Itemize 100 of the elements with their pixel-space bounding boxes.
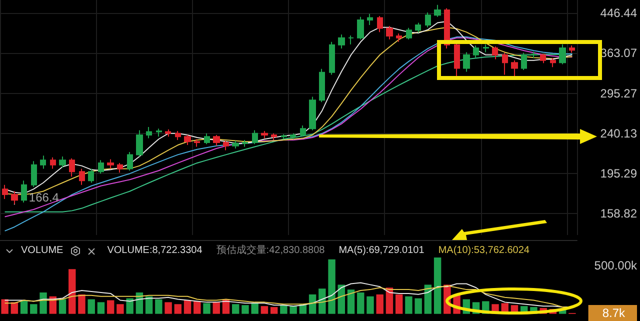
candlestick — [107, 158, 114, 170]
y-tick-label: 363.07 — [600, 46, 638, 60]
bar — [164, 302, 172, 314]
candlestick — [232, 140, 239, 149]
candlestick — [136, 130, 143, 157]
candlestick — [377, 16, 383, 33]
candlestick — [425, 12, 431, 28]
candlestick — [511, 60, 518, 78]
bar — [40, 292, 47, 314]
candlestick — [252, 130, 258, 145]
candlestick — [194, 138, 200, 148]
bar — [357, 292, 364, 314]
bar — [20, 300, 28, 314]
bar — [424, 284, 432, 314]
bar — [376, 294, 384, 314]
bar — [106, 300, 114, 314]
candlestick — [502, 52, 508, 76]
annotation: VOLUME:8,722.3304 — [107, 245, 202, 257]
candlestick — [367, 13, 373, 26]
bar — [251, 303, 258, 314]
bar — [270, 307, 278, 314]
candlestick — [483, 44, 489, 53]
candlestick — [281, 134, 287, 140]
bar — [328, 259, 336, 314]
y-tick-label: 500.00k — [594, 258, 638, 272]
y-tick-label: 8.7k — [602, 306, 626, 320]
text: VOLUME — [21, 245, 64, 257]
candlestick — [521, 52, 527, 70]
y-tick-label: 158.82 — [600, 206, 638, 220]
annotation: MA(5):69,729.0101 — [338, 245, 424, 257]
bar — [260, 306, 268, 314]
candlestick — [156, 128, 162, 138]
candlestick — [271, 132, 277, 140]
candlestick — [21, 180, 27, 203]
y-tick-label: 295.27 — [600, 86, 638, 100]
candlestick — [175, 130, 181, 140]
bar — [145, 296, 153, 314]
candlestick — [357, 16, 364, 40]
candlestick — [146, 126, 152, 139]
bar — [366, 296, 374, 314]
bar — [1, 299, 8, 314]
bar — [155, 299, 162, 314]
candlestick — [184, 134, 191, 146]
bar — [405, 296, 412, 314]
candlestick — [338, 34, 345, 50]
candlestick — [569, 44, 575, 54]
bar — [347, 290, 355, 314]
candlestick — [473, 44, 479, 58]
candlestick — [386, 25, 393, 40]
candlestick — [348, 34, 354, 45]
bar — [126, 298, 134, 314]
bar — [434, 257, 442, 314]
candlestick — [165, 128, 171, 138]
bar — [386, 288, 394, 314]
candlestick — [559, 44, 566, 65]
candlestick — [59, 156, 66, 168]
bar — [318, 288, 326, 314]
candlestick — [223, 140, 229, 151]
y-tick-label: 240.13 — [600, 126, 638, 140]
candlestick — [290, 132, 296, 140]
candlestick — [242, 139, 248, 148]
candlestick — [300, 124, 306, 138]
candlestick — [40, 155, 46, 170]
bar — [88, 299, 95, 314]
candlestick — [319, 68, 325, 103]
y-tick-label: 446.44 — [600, 6, 638, 20]
candlestick — [2, 184, 8, 200]
candlestick — [329, 41, 335, 76]
bar — [116, 304, 124, 314]
annotation: 166.4 — [28, 190, 60, 204]
candlestick — [550, 58, 556, 68]
bar — [194, 301, 201, 314]
candlestick — [127, 152, 133, 172]
candlestick — [406, 27, 412, 40]
bar — [68, 269, 76, 314]
bar — [414, 298, 422, 314]
bar — [174, 304, 182, 314]
bar — [338, 284, 345, 314]
candlestick — [31, 160, 37, 188]
bar — [395, 294, 403, 314]
candlestick — [463, 52, 470, 72]
annotation: 预估成交量:42,830.8808 — [216, 245, 325, 257]
bar — [280, 305, 288, 314]
candlestick — [492, 46, 498, 60]
candlestick — [540, 53, 546, 64]
bar — [58, 299, 66, 314]
candlestick — [261, 130, 268, 139]
bar — [10, 302, 18, 314]
candlestick — [213, 134, 220, 146]
candlestick — [531, 51, 537, 59]
bar — [78, 294, 86, 314]
annotation: MA(10):53,762.6024 — [438, 245, 530, 257]
candlestick — [88, 168, 94, 184]
bar — [97, 302, 105, 314]
bar — [184, 300, 192, 314]
candlestick — [98, 160, 104, 174]
candlestick — [79, 168, 85, 186]
bar — [203, 303, 210, 314]
bar — [290, 306, 297, 314]
bar — [232, 304, 240, 314]
